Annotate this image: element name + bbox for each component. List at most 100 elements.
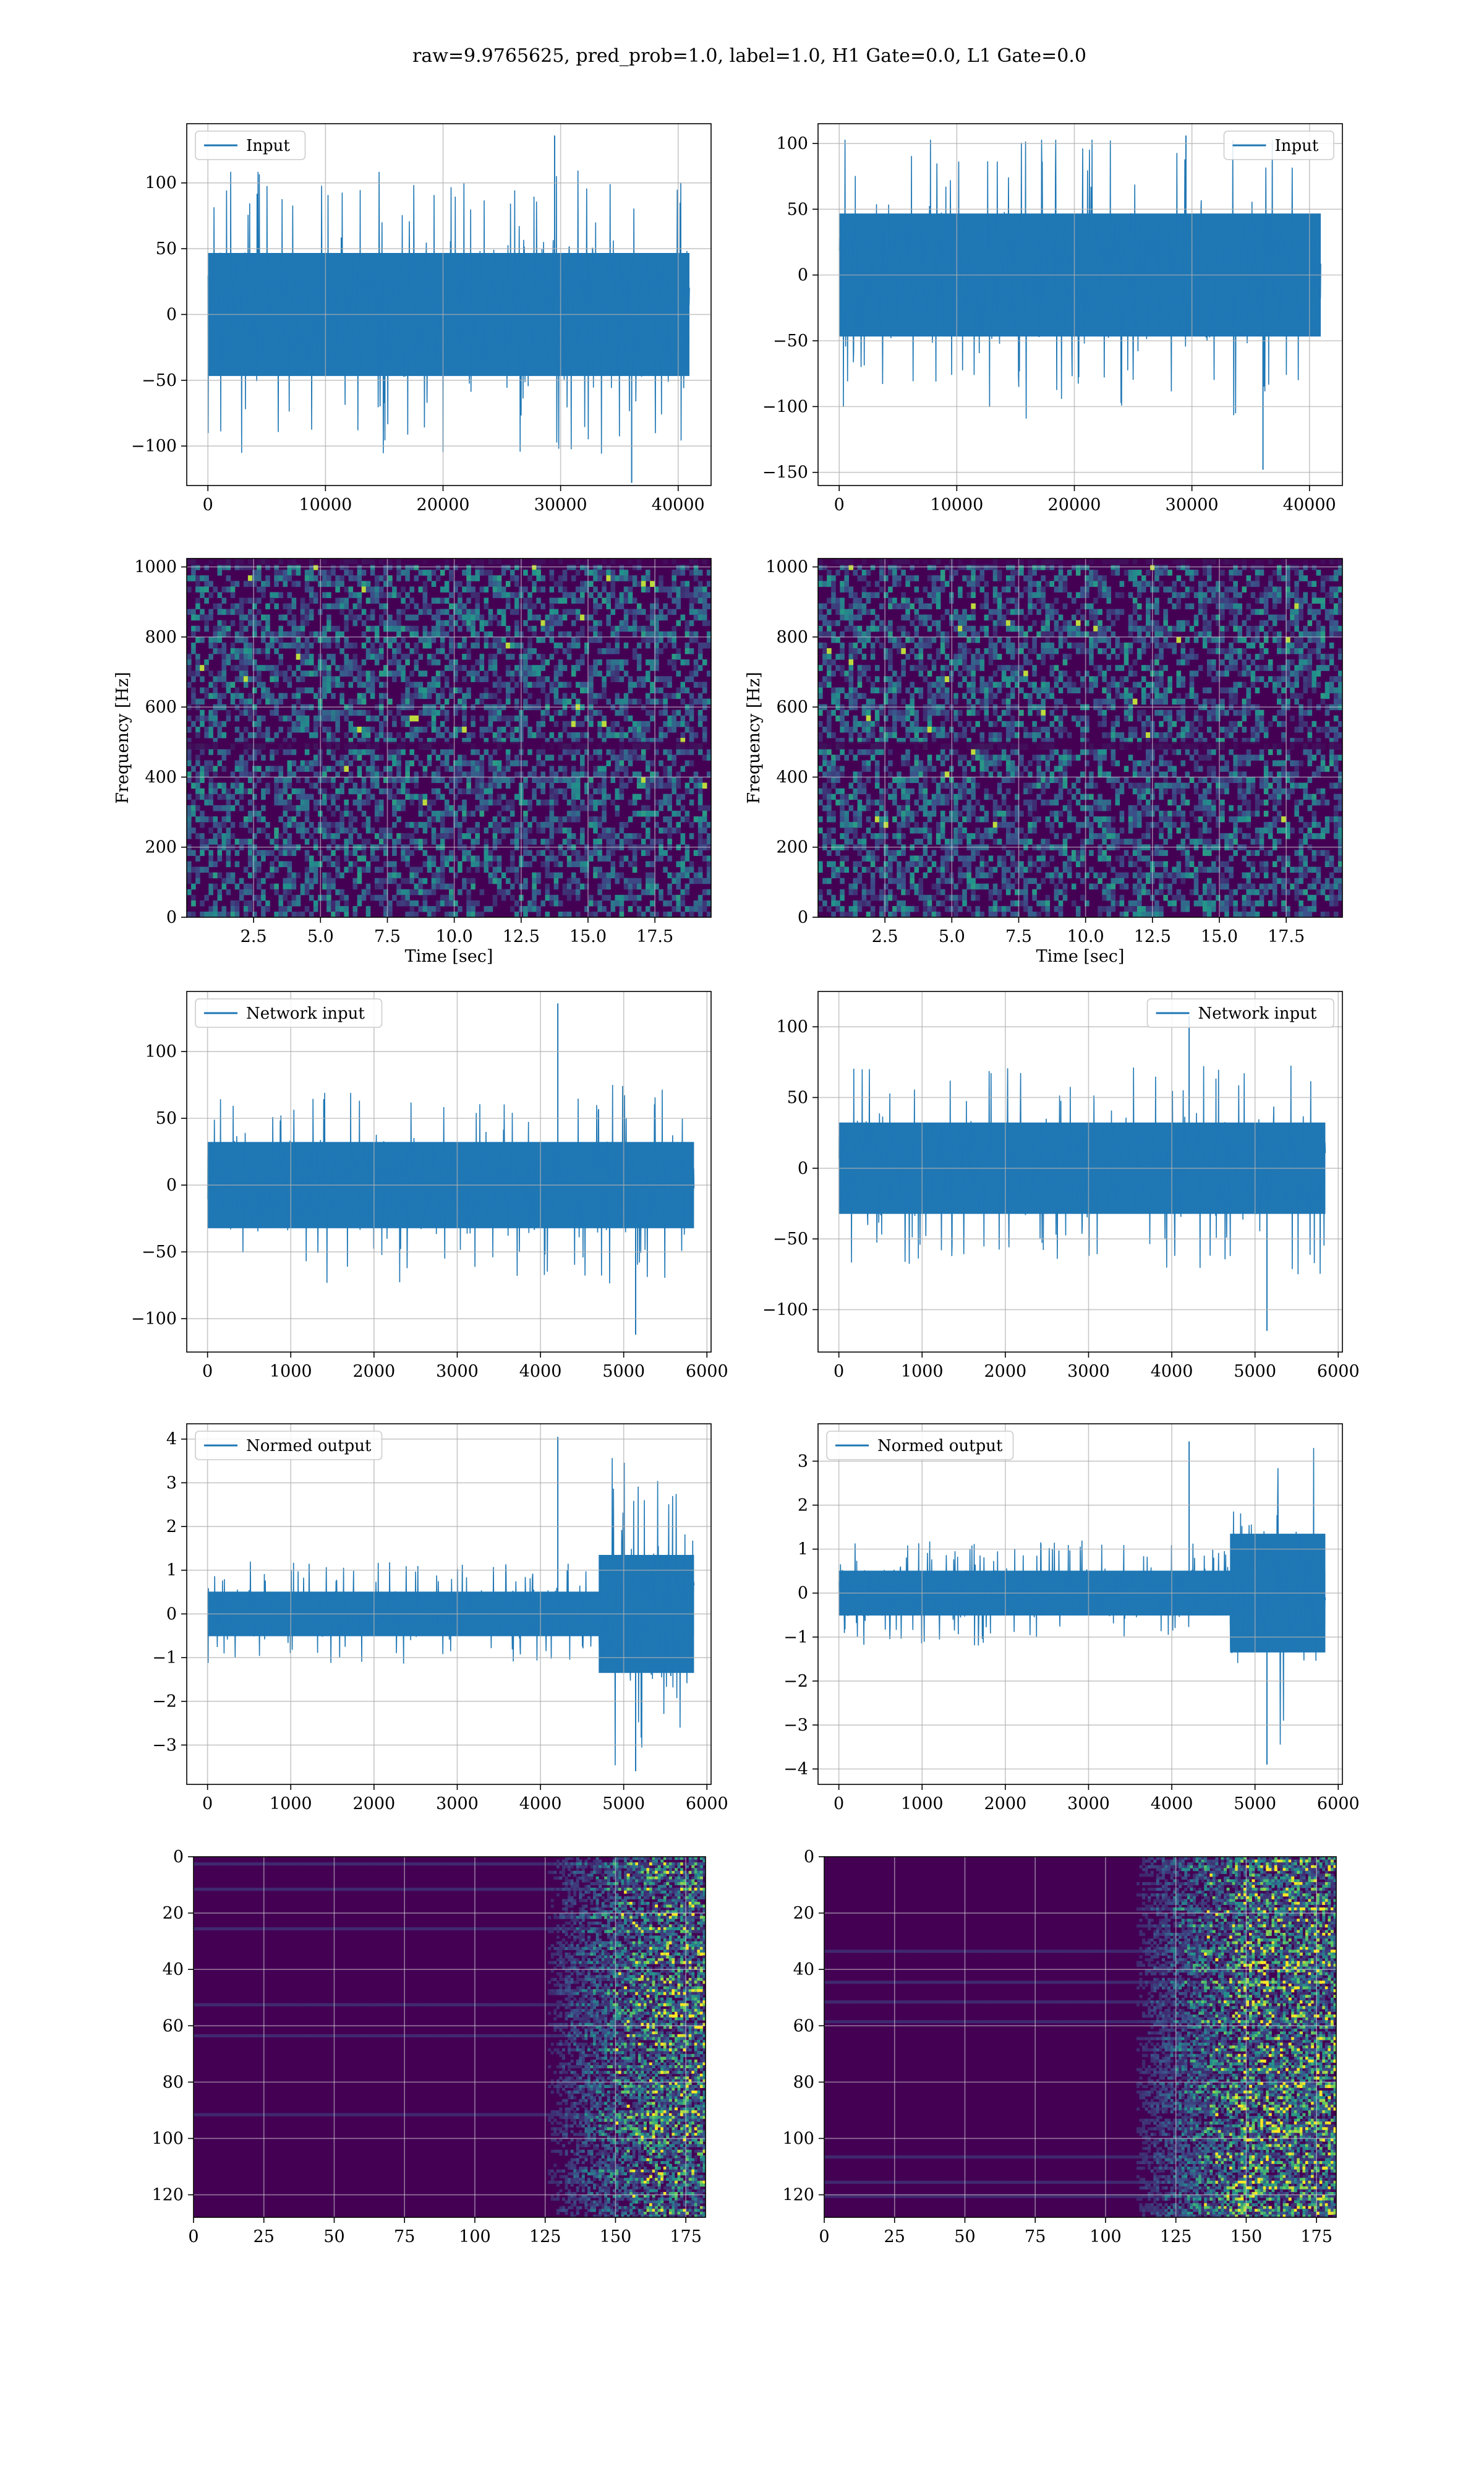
heatmap-cell [514, 581, 519, 587]
heatmap-cell [818, 581, 823, 587]
heatmap-cell [287, 861, 292, 867]
heatmap-cell [488, 855, 493, 862]
heatmap-cell [532, 648, 537, 654]
heatmap-cell [458, 614, 463, 621]
heatmap-cell [449, 850, 454, 856]
heatmap-cell [1220, 636, 1225, 643]
heatmap-cell [549, 799, 555, 806]
heatmap-cell [335, 721, 340, 727]
heatmap-cell [1206, 636, 1212, 643]
heatmap-cell [676, 654, 681, 660]
heatmap-cell [923, 642, 928, 649]
heatmap-cell [370, 755, 375, 761]
heatmap-cell [204, 771, 209, 777]
heatmap-cell [322, 738, 327, 744]
heatmap-cell [213, 648, 218, 654]
heatmap-cell [365, 889, 371, 896]
heatmap-cell [313, 872, 318, 879]
heatmap-cell [278, 766, 283, 772]
heatmap-cell [1202, 597, 1208, 604]
heatmap-cell [879, 625, 884, 632]
heatmap-cell [348, 682, 354, 688]
heatmap-cell [440, 693, 445, 700]
heatmap-cell [857, 648, 863, 654]
heatmap-cell [602, 816, 607, 823]
heatmap-cell [584, 687, 589, 693]
heatmap-cell [247, 614, 253, 621]
heatmap-cell [527, 905, 532, 912]
heatmap-cell [650, 636, 655, 643]
heatmap-cell [187, 878, 192, 884]
heatmap-cell [1089, 614, 1094, 621]
heatmap-cell [840, 648, 845, 654]
heatmap-cell [623, 642, 629, 649]
heatmap-cell [602, 894, 607, 901]
heatmap-cell [1220, 581, 1225, 587]
heatmap-cell [1193, 592, 1199, 598]
heatmap-cell [304, 760, 310, 766]
heatmap-cell [497, 636, 502, 643]
heatmap-cell [505, 799, 511, 806]
heatmap-cell [975, 575, 980, 581]
heatmap-cell [553, 816, 559, 823]
heatmap-cell [405, 900, 410, 907]
heatmap-cell [667, 839, 672, 845]
heatmap-cell [270, 867, 275, 873]
heatmap-cell [672, 810, 676, 817]
heatmap-cell [331, 799, 336, 806]
heatmap-cell [230, 905, 236, 912]
heatmap-cell [884, 575, 889, 581]
heatmap-cell [597, 872, 602, 879]
heatmap-cell [1001, 586, 1007, 593]
heatmap-cell [676, 721, 681, 727]
heatmap-cell [444, 738, 450, 744]
heatmap-cell [213, 766, 218, 772]
heatmap-cell [1089, 631, 1094, 638]
heatmap-cell [396, 592, 401, 598]
heatmap-cell [615, 648, 620, 654]
heatmap-cell [352, 816, 358, 823]
heatmap-cell [505, 597, 511, 604]
heatmap-cell [239, 821, 244, 828]
heatmap-cell [208, 670, 213, 677]
heatmap-cell [322, 894, 327, 901]
heatmap-cell [497, 592, 502, 598]
heatmap-cell [540, 676, 545, 682]
heatmap-cell [606, 592, 611, 598]
heatmap-cell [191, 698, 196, 705]
heatmap-cell [831, 581, 836, 587]
heatmap-cell [615, 631, 620, 638]
heatmap-cell [672, 665, 676, 671]
heatmap-cell [606, 698, 611, 705]
heatmap-cell [492, 799, 498, 806]
heatmap-cell [396, 648, 401, 654]
heatmap-cell [1089, 575, 1094, 581]
heatmap-cell [335, 642, 340, 649]
heatmap-cell [1163, 609, 1168, 615]
heatmap-cell [414, 867, 419, 873]
heatmap-cell [226, 794, 231, 800]
heatmap-cell [589, 821, 594, 828]
heatmap-cell [497, 861, 502, 867]
heatmap-cell [589, 782, 594, 789]
heatmap-cell [501, 894, 506, 901]
heatmap-cell [527, 614, 532, 621]
heatmap-cell [274, 839, 279, 845]
heatmap-cell [505, 777, 511, 783]
heatmap-cell [344, 850, 349, 856]
heatmap-cell [361, 570, 367, 576]
heatmap-cell [492, 575, 498, 581]
heatmap-cell [374, 810, 380, 817]
heatmap-cell [962, 609, 967, 615]
heatmap-cell [444, 749, 450, 755]
heatmap-cell [689, 715, 694, 722]
heatmap-cell [914, 614, 919, 621]
heatmap-cell [584, 872, 589, 879]
heatmap-cell [575, 771, 581, 777]
heatmap-cell [1167, 586, 1172, 593]
heatmap-cell [540, 821, 545, 828]
heatmap-cell [239, 788, 244, 795]
heatmap-cell [510, 777, 515, 783]
heatmap-cell [247, 889, 253, 896]
heatmap-cell [234, 782, 240, 789]
